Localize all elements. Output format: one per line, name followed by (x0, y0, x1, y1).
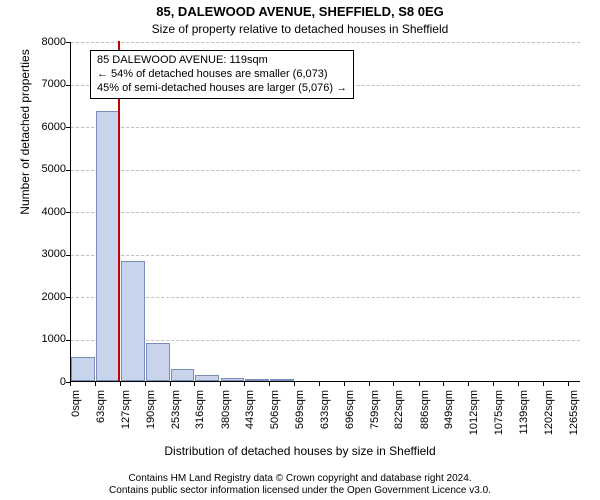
x-tick-label: 633sqm (319, 390, 331, 450)
y-tick-mark (66, 85, 70, 86)
x-tick-mark (419, 382, 420, 386)
y-tick-mark (66, 255, 70, 256)
x-tick-mark (145, 382, 146, 386)
x-tick-mark (70, 382, 71, 386)
histogram-bar (146, 343, 170, 381)
histogram-bar (195, 375, 219, 381)
gridline-h (71, 340, 580, 341)
x-tick-label: 443sqm (244, 390, 256, 450)
histogram-bar (71, 357, 95, 381)
x-tick-label: 190sqm (145, 390, 157, 450)
y-tick-mark (66, 340, 70, 341)
x-tick-label: 63sqm (95, 390, 107, 450)
gridline-h (71, 170, 580, 171)
gridline-h (71, 255, 580, 256)
histogram-bar (245, 379, 269, 381)
legend-box: 85 DALEWOOD AVENUE: 119sqm ← 54% of deta… (90, 50, 354, 99)
x-tick-label: 949sqm (443, 390, 455, 450)
x-tick-mark (344, 382, 345, 386)
x-tick-mark (220, 382, 221, 386)
x-tick-label: 1012sqm (468, 390, 480, 450)
y-tick-label: 0 (6, 376, 66, 388)
attribution-line-2: Contains public sector information licen… (0, 485, 600, 497)
page-subtitle: Size of property relative to detached ho… (0, 22, 600, 36)
x-tick-label: 1202sqm (543, 390, 555, 450)
x-tick-label: 380sqm (220, 390, 232, 450)
page-title: 85, DALEWOOD AVENUE, SHEFFIELD, S8 0EG (0, 4, 600, 19)
histogram-bar (221, 378, 245, 381)
x-tick-label: 1265sqm (568, 390, 580, 450)
gridline-h (71, 42, 580, 43)
x-tick-mark (369, 382, 370, 386)
histogram-bar (96, 111, 120, 381)
x-tick-mark (493, 382, 494, 386)
x-tick-mark (170, 382, 171, 386)
x-tick-mark (518, 382, 519, 386)
gridline-h (71, 127, 580, 128)
x-tick-label: 0sqm (70, 390, 82, 450)
x-tick-label: 886sqm (419, 390, 431, 450)
x-tick-label: 822sqm (393, 390, 405, 450)
x-tick-mark (319, 382, 320, 386)
y-tick-label: 5000 (6, 163, 66, 175)
x-tick-label: 759sqm (369, 390, 381, 450)
legend-line-3: 45% of semi-detached houses are larger (… (97, 82, 347, 96)
x-tick-mark (443, 382, 444, 386)
y-tick-mark (66, 170, 70, 171)
histogram-bar (270, 379, 294, 381)
x-tick-mark (244, 382, 245, 386)
x-tick-label: 1139sqm (518, 390, 530, 450)
gridline-h (71, 297, 580, 298)
x-tick-label: 696sqm (344, 390, 356, 450)
y-tick-mark (66, 212, 70, 213)
legend-line-2: ← 54% of detached houses are smaller (6,… (97, 68, 347, 82)
x-tick-mark (568, 382, 569, 386)
x-tick-mark (269, 382, 270, 386)
y-tick-label: 1000 (6, 333, 66, 345)
attribution: Contains HM Land Registry data © Crown c… (0, 473, 600, 497)
gridline-h (71, 212, 580, 213)
x-tick-mark (543, 382, 544, 386)
x-tick-mark (294, 382, 295, 386)
attribution-line-1: Contains HM Land Registry data © Crown c… (0, 473, 600, 485)
x-tick-mark (393, 382, 394, 386)
y-tick-label: 4000 (6, 206, 66, 218)
y-tick-label: 7000 (6, 78, 66, 90)
x-tick-mark (194, 382, 195, 386)
y-tick-mark (66, 297, 70, 298)
x-tick-label: 253sqm (170, 390, 182, 450)
y-tick-label: 6000 (6, 121, 66, 133)
x-tick-label: 316sqm (194, 390, 206, 450)
legend-line-1: 85 DALEWOOD AVENUE: 119sqm (97, 54, 347, 68)
x-tick-label: 1075sqm (493, 390, 505, 450)
histogram-bar (171, 369, 195, 381)
y-tick-label: 8000 (6, 36, 66, 48)
y-tick-mark (66, 42, 70, 43)
x-tick-mark (120, 382, 121, 386)
histogram-bar (121, 261, 145, 381)
x-tick-label: 506sqm (269, 390, 281, 450)
y-tick-label: 2000 (6, 291, 66, 303)
x-tick-label: 569sqm (294, 390, 306, 450)
x-tick-label: 127sqm (120, 390, 132, 450)
x-tick-mark (95, 382, 96, 386)
y-tick-label: 3000 (6, 248, 66, 260)
y-tick-mark (66, 127, 70, 128)
x-tick-mark (468, 382, 469, 386)
